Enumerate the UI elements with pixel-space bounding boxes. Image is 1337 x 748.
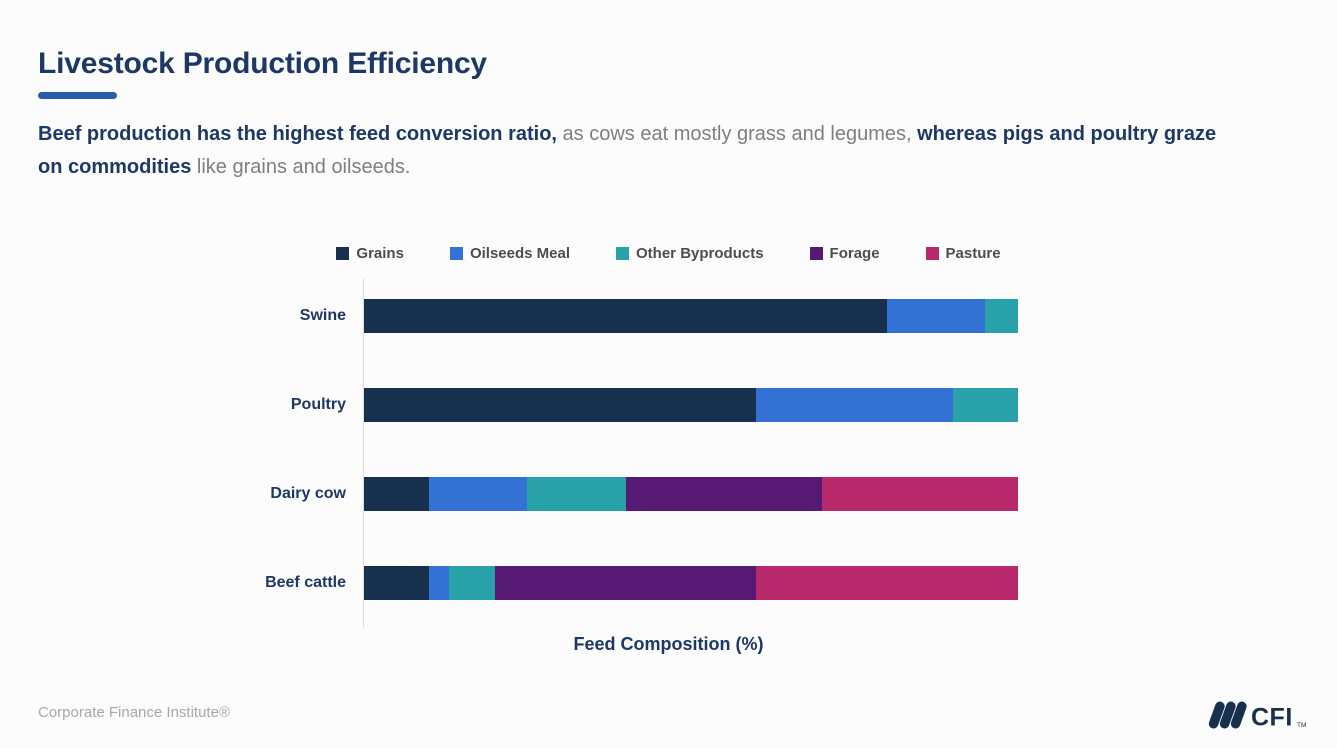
y-axis-line [363,278,364,628]
cfi-logo-text: CFI [1251,704,1293,732]
category-label: Swine [299,307,346,324]
legend-label: Oilseeds Meal [469,245,571,262]
legend-swatch-icon [616,247,630,260]
bar-segment-forage [625,477,822,511]
bar-row-poultry: Poultry [0,388,1018,422]
legend-label: Other Byproducts [636,245,764,262]
subtitle: Beef production has the highest feed con… [38,118,1238,184]
legend-item-grains: Grains [336,245,404,262]
legend-label: Pasture [945,245,1001,262]
bar-segment-oilseeds-meal [429,566,449,600]
cfi-logo-bars-icon [1208,701,1247,729]
category-label: Poultry [290,396,346,413]
legend-swatch-icon [925,247,939,260]
legend-item-oilseeds-meal: Oilseeds Meal [449,245,571,262]
subtitle-text: like grains and oilseeds. [191,156,411,178]
bar-row-swine: Swine [0,299,1018,333]
cfi-logo-graphic: CFI TM [1208,701,1306,732]
bar-row-dairy-cow: Dairy cow [0,477,1018,511]
bar-track [364,477,1018,511]
legend-item-forage: Forage [809,245,880,262]
bar-segment-pasture [821,477,1018,511]
bar-segment-other-byproducts [527,477,626,511]
bar-segment-oilseeds-meal [756,388,953,422]
x-axis-title: Feed Composition (%) [573,634,764,654]
bar-segment-oilseeds-meal [887,299,986,333]
title-accent-rule [38,92,117,99]
subtitle-emphasis-text: whereas pigs and poultry graze on commod… [38,123,1217,178]
bar-segment-grains [364,299,888,333]
bar-segment-other-byproducts [985,299,1018,333]
legend-label: Forage [829,245,880,262]
cfi-logo: CFI TM [1208,697,1314,733]
bar-segment-forage [494,566,757,600]
bar-track [364,388,1018,422]
bar-segment-grains [364,388,757,422]
attribution-text: Corporate Finance Institute® [38,704,230,721]
bar-segment-grains [364,566,430,600]
page-title: Livestock Production Efficiency [38,47,487,80]
bar-track [364,299,1018,333]
category-label: Dairy cow [270,485,346,502]
legend-swatch-icon [449,247,463,260]
bar-segment-grains [364,477,430,511]
bar-segment-other-byproducts [449,566,495,600]
bar-segment-oilseeds-meal [429,477,528,511]
category-label: Beef cattle [265,574,346,591]
cfi-logo-tm: TM [1297,722,1306,729]
bar-row-beef-cattle: Beef cattle [0,566,1018,600]
legend-swatch-icon [809,247,823,260]
legend-label: Grains [356,245,404,262]
bar-segment-pasture [756,566,1018,600]
bar-segment-other-byproducts [952,388,1018,422]
chart-plot-area: Swine Poultry Dairy cow Beef cattle [0,278,1337,628]
legend-item-other-byproducts: Other Byproducts [616,245,764,262]
subtitle-emphasis-text: Beef production has the highest feed con… [38,123,557,145]
legend-item-pasture: Pasture [925,245,1001,262]
subtitle-text: as cows eat mostly grass and legumes, [556,123,918,145]
legend-swatch-icon [336,247,350,260]
bar-track [364,566,1018,600]
chart-legend: Grains Oilseeds Meal Other Byproducts Forag… [0,245,1337,262]
